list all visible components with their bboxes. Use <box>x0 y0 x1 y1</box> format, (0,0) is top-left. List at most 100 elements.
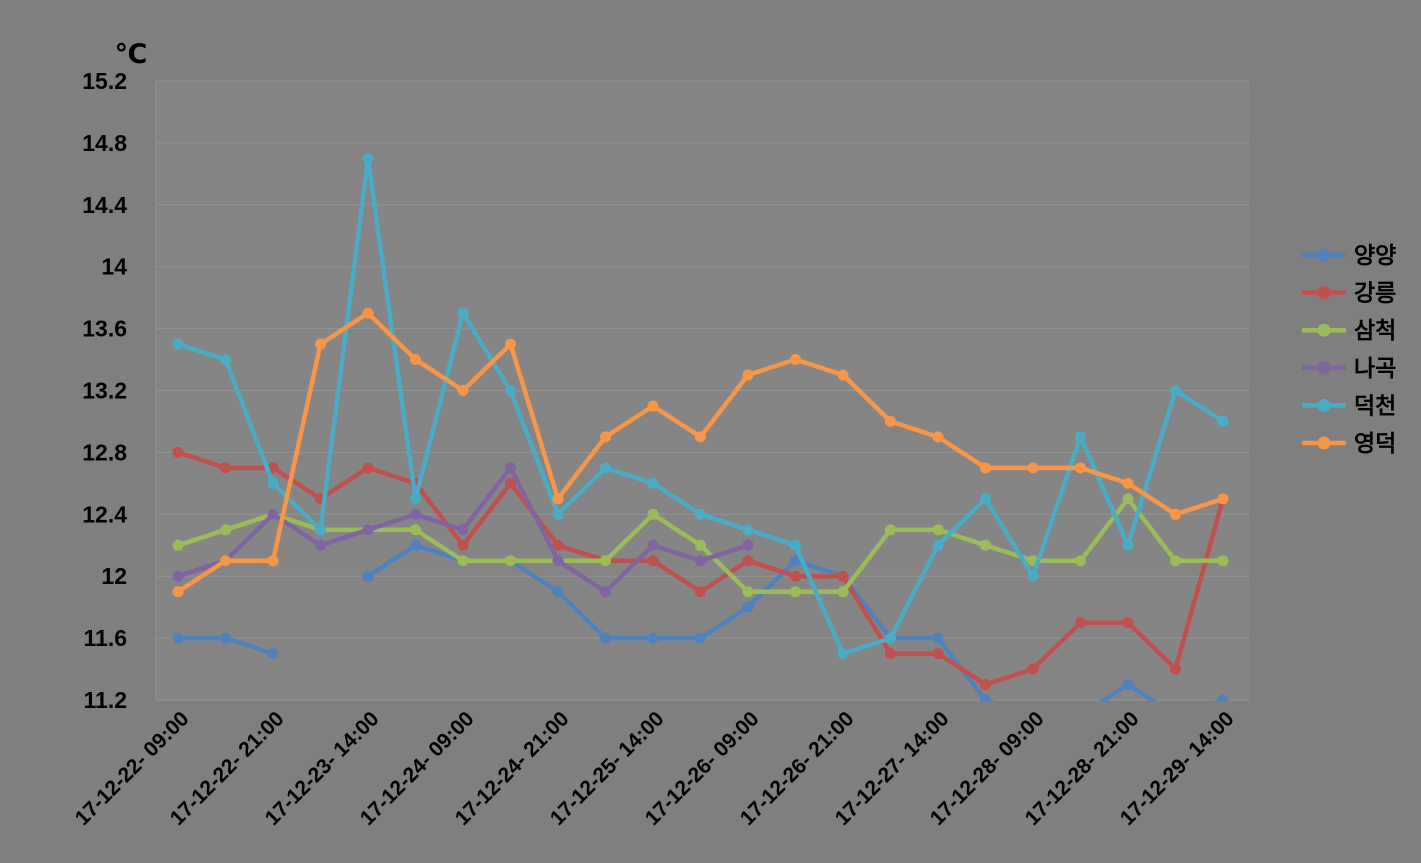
data-point-deokcheon <box>647 477 659 489</box>
legend-label: 나곡 <box>1354 355 1396 381</box>
data-point-gangneung <box>647 555 659 567</box>
legend-label: 덕천 <box>1354 392 1396 418</box>
legend-marker-dot <box>1317 323 1331 337</box>
data-point-deokcheon <box>742 524 754 536</box>
data-point-yeongdeok <box>172 586 184 598</box>
y-tick-label: 13.6 <box>82 316 127 342</box>
data-point-deokcheon <box>932 539 944 551</box>
legend-item-yangyang: 양양 <box>1302 242 1396 268</box>
y-tick-label: 14.4 <box>82 192 127 218</box>
data-point-samcheok <box>457 555 469 567</box>
data-point-gangneung <box>695 586 706 598</box>
data-point-samcheok <box>410 524 421 536</box>
data-point-yeongdeok <box>1170 508 1181 520</box>
data-point-deokcheon <box>172 338 184 350</box>
data-point-samcheok <box>1122 493 1134 505</box>
legend-marker-dot <box>1317 398 1331 412</box>
data-point-deokcheon <box>1075 431 1086 443</box>
data-point-gangneung <box>1027 663 1039 675</box>
data-point-gangneung <box>1122 617 1134 629</box>
data-point-deokcheon <box>362 152 374 164</box>
data-point-yeongdeok <box>267 555 279 567</box>
data-point-nagok <box>172 570 184 582</box>
data-point-deokcheon <box>1122 539 1134 551</box>
data-point-deokcheon <box>600 462 611 474</box>
data-point-gangneung <box>980 679 991 690</box>
data-point-deokcheon <box>1217 415 1229 427</box>
data-point-nagok <box>695 555 706 567</box>
data-point-nagok <box>742 539 754 551</box>
data-point-deokcheon <box>695 508 706 520</box>
data-point-nagok <box>647 539 659 551</box>
data-point-yeongdeok <box>647 400 659 412</box>
data-point-yangyang <box>410 539 421 551</box>
y-axis-labels: 15.2 14.8 14.4 14 13.6 13.2 12.8 12.4 12 11.6 11.2 <box>82 68 127 713</box>
data-point-yeongdeok <box>742 369 754 381</box>
data-point-samcheok <box>695 539 706 551</box>
data-point-deokcheon <box>885 632 896 644</box>
data-point-yeongdeok <box>1027 462 1039 474</box>
data-point-yeongdeok <box>410 354 421 365</box>
y-tick-label: 12 <box>101 563 127 589</box>
data-point-yangyang <box>695 632 706 644</box>
data-point-deokcheon <box>457 307 469 319</box>
data-point-samcheok <box>172 539 184 551</box>
data-point-deokcheon <box>790 539 801 551</box>
data-point-samcheok <box>505 555 516 567</box>
data-point-gangneung <box>505 477 516 489</box>
legend-item-nagok: 나곡 <box>1302 355 1396 381</box>
data-point-samcheok <box>932 524 944 536</box>
series-yeongdeok <box>172 307 1229 598</box>
data-point-yeongdeok <box>505 338 516 350</box>
series-group <box>172 152 1229 701</box>
data-point-gangneung <box>885 648 896 660</box>
data-point-gangneung <box>172 446 184 458</box>
data-point-yeongdeok <box>457 385 469 396</box>
data-point-yeongdeok <box>1075 462 1086 474</box>
data-point-deokcheon <box>837 648 849 660</box>
data-point-deokcheon <box>315 524 326 536</box>
data-point-yeongdeok <box>600 431 611 443</box>
data-point-nagok <box>552 555 564 567</box>
data-point-samcheok <box>837 586 849 598</box>
data-point-yeongdeok <box>552 493 564 505</box>
data-point-deokcheon <box>410 493 421 505</box>
data-point-yeongdeok <box>837 369 849 381</box>
legend-item-gangneung: 강릉 <box>1302 280 1396 306</box>
legend-label: 양양 <box>1354 242 1396 268</box>
data-point-yeongdeok <box>695 431 706 443</box>
data-point-yeongdeok <box>980 462 991 474</box>
data-point-deokcheon <box>267 477 279 489</box>
legend-marker-dot <box>1317 248 1331 262</box>
data-point-gangneung <box>457 539 469 551</box>
data-point-yeongdeok <box>885 415 896 427</box>
legend-marker-dot <box>1317 286 1331 300</box>
data-point-nagok <box>410 508 421 520</box>
legend-label: 강릉 <box>1354 280 1396 306</box>
data-point-yeongdeok <box>1122 477 1134 489</box>
data-point-samcheok <box>220 524 231 536</box>
y-tick-label: 14 <box>101 254 127 280</box>
data-point-gangneung <box>790 570 801 582</box>
data-point-samcheok <box>980 539 991 551</box>
data-point-yangyang <box>1122 679 1134 690</box>
legend-label: 삼척 <box>1354 317 1396 343</box>
legend-marker-dot <box>1317 361 1331 375</box>
data-point-deokcheon <box>980 493 991 505</box>
data-point-deokcheon <box>1027 570 1039 582</box>
data-point-samcheok <box>885 524 896 536</box>
series-deokcheon <box>172 152 1229 660</box>
data-point-gangneung <box>1170 663 1181 675</box>
data-point-gangneung <box>362 462 374 474</box>
data-point-yeongdeok <box>315 338 326 350</box>
data-point-nagok <box>600 586 611 598</box>
legend-item-deokcheon: 덕천 <box>1302 392 1396 418</box>
data-point-yangyang <box>362 570 374 582</box>
data-point-gangneung <box>552 539 564 551</box>
data-point-nagok <box>267 508 279 520</box>
y-tick-label: 11.6 <box>84 625 128 651</box>
data-point-yangyang <box>790 555 801 567</box>
